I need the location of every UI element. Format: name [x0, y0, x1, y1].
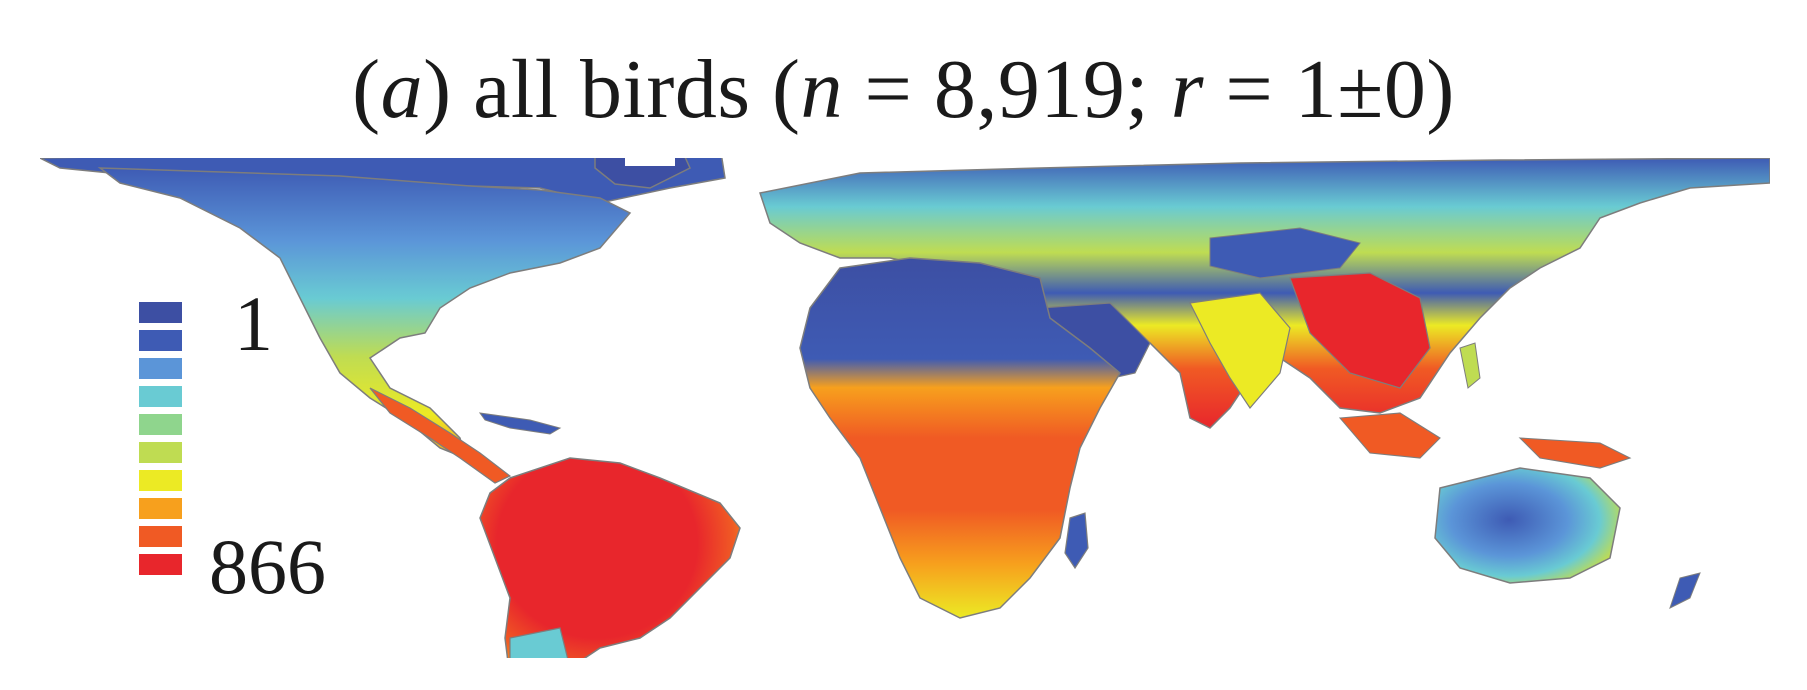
legend-min-label: 1	[234, 280, 273, 367]
title-open: (	[352, 43, 381, 136]
new-zealand	[1669, 572, 1701, 609]
sumatra-borneo	[1338, 412, 1441, 459]
legend-max-label: 866	[209, 523, 326, 610]
title-n-value: = 8,919;	[843, 43, 1171, 136]
legend-swatch	[139, 330, 182, 351]
richness-legend: 1 866	[139, 284, 419, 607]
caribbean	[478, 412, 562, 435]
title-r-symbol: r	[1170, 43, 1204, 136]
australia	[1434, 467, 1621, 584]
south-america	[479, 457, 741, 658]
africa	[799, 257, 1121, 619]
legend-swatch	[139, 526, 182, 547]
madagascar	[1064, 512, 1089, 570]
north-america	[97, 167, 632, 460]
indian-subcontinent	[1189, 292, 1291, 409]
legend-swatch	[139, 498, 182, 519]
legend-swatch	[139, 442, 182, 463]
new-guinea	[1518, 437, 1632, 469]
southeast-asia-hotspot	[1289, 272, 1431, 389]
central-america	[369, 387, 512, 484]
legend-swatch	[139, 470, 182, 491]
legend-swatch	[139, 302, 182, 323]
legend-swatch	[139, 554, 182, 575]
title-n-symbol: n	[800, 43, 843, 136]
greenland-icecap	[625, 158, 675, 166]
world-richness-map	[40, 158, 1770, 658]
legend-swatch	[139, 386, 182, 407]
figure-title: (a) all birds (n = 8,919; r = 1±0)	[0, 40, 1807, 140]
tibet-region	[1209, 227, 1361, 279]
legend-swatch	[139, 414, 182, 435]
title-subject: ) all birds (	[423, 43, 801, 136]
philippines	[1459, 342, 1481, 389]
title-panel: a	[380, 43, 424, 136]
legend-swatch	[139, 358, 182, 379]
title-r-value: = 1±0)	[1203, 43, 1455, 136]
patagonia	[509, 627, 569, 658]
